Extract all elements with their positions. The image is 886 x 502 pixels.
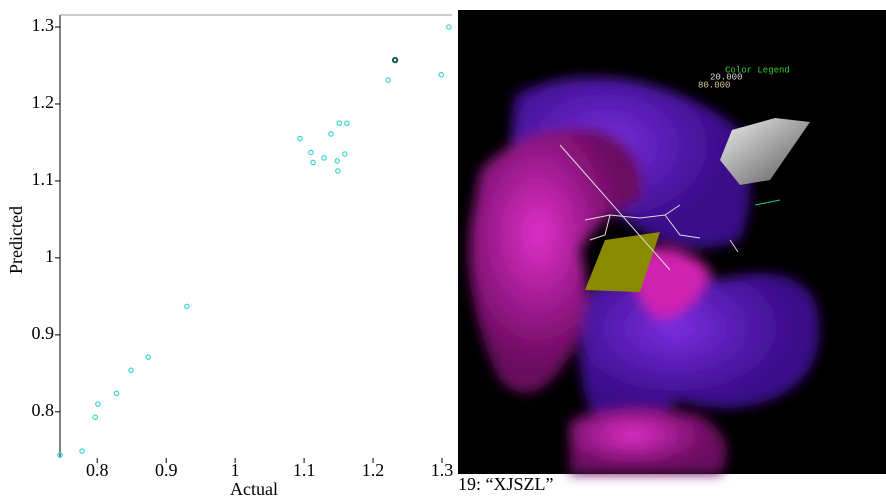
y-tick-label: 1 <box>45 246 54 266</box>
x-tick-label: 1.2 <box>362 460 385 480</box>
x-tick-label: 1.3 <box>431 460 454 480</box>
point <box>439 73 443 77</box>
x-tick-label: 0.9 <box>155 460 178 480</box>
x-tick-label: 1 <box>231 460 240 480</box>
point <box>185 304 189 308</box>
point <box>146 355 150 359</box>
point <box>298 136 302 140</box>
y-tick-label: 1.3 <box>32 15 55 35</box>
image-panel: Color Legend 20.000 80.000 <box>458 10 886 474</box>
x-tick-label: 1.1 <box>293 460 316 480</box>
legend-value: 80.000 <box>698 80 730 90</box>
point <box>114 391 118 395</box>
x-tick-label: 0.8 <box>86 460 109 480</box>
point <box>93 415 97 419</box>
point <box>329 132 333 136</box>
point <box>129 368 133 372</box>
point <box>337 121 341 125</box>
point <box>335 159 339 163</box>
point <box>336 169 340 173</box>
point <box>386 78 390 82</box>
plot-frame <box>60 15 452 458</box>
caption: 19: “XJSZL” <box>458 474 553 494</box>
point <box>447 25 451 29</box>
y-tick-label: 0.8 <box>32 400 55 420</box>
y-tick-label: 1.2 <box>32 92 55 112</box>
y-axis-label: Predicted <box>6 206 26 274</box>
surface <box>570 409 727 474</box>
y-tick-label: 0.9 <box>32 323 55 343</box>
screen: Actual Predicted Color Legend 20.000 80.… <box>0 0 886 502</box>
y-tick-label: 1.1 <box>32 169 55 189</box>
point <box>309 150 313 154</box>
point <box>80 449 84 453</box>
point <box>322 156 326 160</box>
point <box>343 152 347 156</box>
point <box>345 121 349 125</box>
point <box>393 58 397 62</box>
point <box>96 402 100 406</box>
x-axis-label: Actual <box>230 479 278 499</box>
point <box>311 160 315 164</box>
